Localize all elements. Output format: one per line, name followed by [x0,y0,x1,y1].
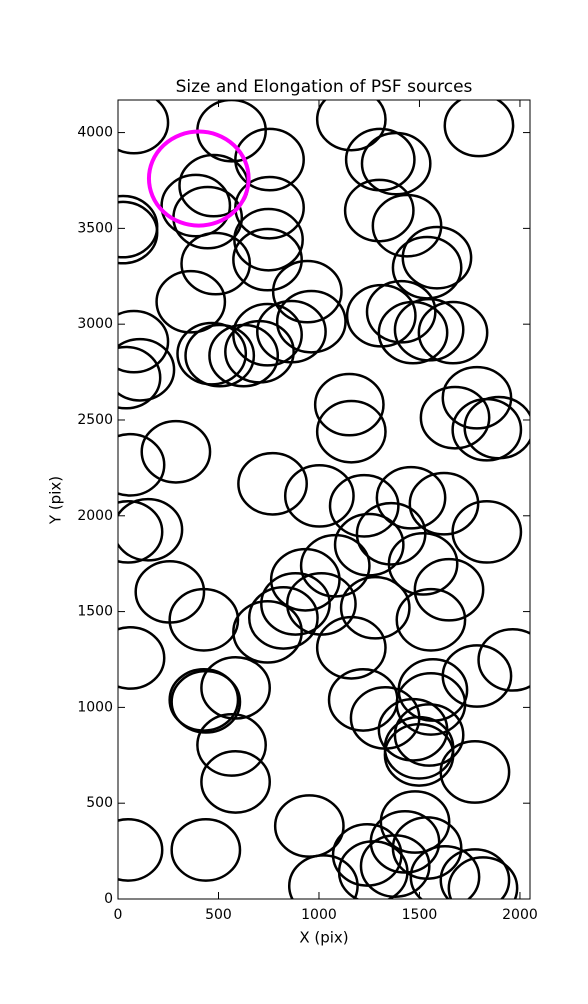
psf-ellipse [463,395,530,460]
psf-ellipse [447,856,519,899]
psf-ellipse [413,557,485,622]
psf-ellipse [315,100,387,152]
psf-ellipse [477,627,530,692]
psf-ellipse [408,471,480,536]
psf-ellipse [383,723,455,787]
psf-ellipse [371,193,443,258]
psf-ellipse [118,345,162,410]
y-axis-label: Y (pix) [47,476,65,525]
x-tick-label: 500 [205,907,232,923]
psf-ellipse [315,399,387,464]
psf-ellipse [328,473,400,538]
psf-ellipse [168,668,240,732]
psf-ellipse [196,713,267,777]
psf-ellipse [395,587,467,652]
psf-ellipse [247,586,319,650]
psf-ellipse [271,259,343,324]
psf-ellipse [339,575,411,640]
psf-ellipse [417,300,489,365]
y-tick-label: 1500 [77,604,113,620]
psf-ellipse [232,599,303,664]
psf-ellipse [375,465,447,530]
psf-ellipse [439,848,511,899]
psf-ellipse [283,463,355,528]
psf-ellipse [237,451,308,516]
x-axis-label: X (pix) [299,929,348,947]
psf-ellipse [234,127,305,192]
y-tick-label: 0 [104,891,113,907]
psf-ellipse [439,740,511,804]
psf-ellipse [232,227,303,292]
psf-ellipse [168,587,240,652]
x-tick-label: 1000 [301,907,337,923]
psf-ellipse [287,854,359,899]
y-tick-label: 1000 [77,699,113,715]
psf-ellipse [343,178,415,243]
psf-ellipse [170,818,242,882]
psf-ellipse [118,337,176,402]
chart-title: Size and Elongation of PSF sources [176,77,473,97]
psf-ellipse [184,323,256,388]
psf-ellipse [118,100,170,155]
psf-ellipse [393,297,465,362]
y-tick-label: 3000 [77,316,113,332]
psf-ellipse [443,100,515,158]
y-tick-label: 500 [86,795,113,811]
psf-ellipse [393,703,465,767]
psf-ellipse [275,289,347,354]
psf-ellipse [146,129,251,228]
psf-ellipse [180,231,252,296]
psf-ellipse [315,615,387,680]
x-tick-label: 2000 [502,907,538,923]
psf-ellipse [401,225,473,290]
psf-ellipse [155,269,227,334]
psf-ellipse [118,818,164,882]
axes-frame [117,99,531,900]
x-tick-label: 1500 [402,907,438,923]
psf-ellipse [269,547,341,612]
psf-ellipse [170,669,242,734]
psf-ellipse [333,512,405,577]
psf-ellipse [387,531,459,596]
psf-ellipse [313,372,385,437]
psf-ellipse [419,385,491,450]
psf-ellipse [200,750,271,814]
psf-ellipse [118,432,166,497]
psf-ellipse [232,302,303,367]
psf-ellipse [360,131,432,196]
y-tick-label: 4000 [77,125,113,141]
psf-ellipse [233,207,304,272]
psf-ellipse [208,323,280,388]
psf-ellipse [160,173,232,238]
psf-ellipse [118,626,166,690]
y-tick-label: 2000 [77,508,113,524]
psf-ellipse [409,845,481,899]
plot-area [118,100,530,899]
psf-ellipse [118,499,164,564]
psf-ellipse [118,200,159,265]
psf-ellipse [140,419,212,484]
psf-ellipse [118,497,184,562]
psf-ellipse [260,572,331,636]
psf-ellipse [379,790,451,854]
y-tick-label: 2500 [77,412,113,428]
psf-ellipse [365,279,437,344]
y-tick-label: 3500 [77,220,113,236]
psf-ellipse [451,499,523,564]
psf-ellipse [118,309,170,374]
psf-ellipse [359,834,431,898]
x-tick-label: 0 [114,907,123,923]
